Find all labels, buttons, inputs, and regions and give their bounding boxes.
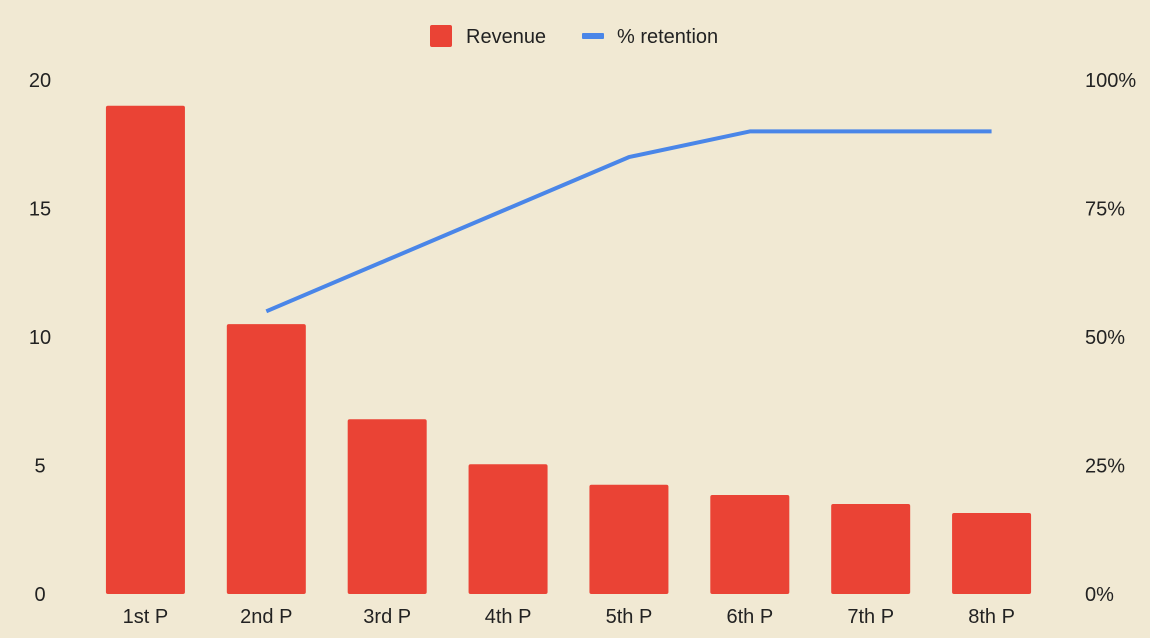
x-tick-label: 3rd P [363,606,411,628]
revenue-bar[interactable] [105,105,185,594]
legend-item-revenue[interactable]: Revenue [430,25,546,48]
left-tick-label: 5 [34,456,45,478]
x-tick-label: 4th P [485,606,532,628]
x-tick-label: 7th P [847,606,894,628]
revenue-bar[interactable] [710,495,790,594]
legend-item-retention[interactable]: % retention [582,26,718,48]
right-tick-label: 75% [1085,199,1125,221]
legend-swatch-retention [582,33,604,39]
left-tick-label: 20 [29,70,51,92]
legend: Revenue % retention [430,25,718,48]
x-tick-label: 1st P [123,606,169,628]
right-axis: 0% 25% 50% 75% 100% [1085,70,1136,606]
left-tick-label: 0 [34,584,45,606]
x-axis: 1st P 2nd P 3rd P 4th P 5th P 6th P 7th P 8th P [123,606,1015,628]
left-tick-label: 15 [29,199,51,221]
legend-label-retention: % retention [617,26,718,48]
left-axis: 0 5 10 15 20 [29,70,51,606]
x-tick-label: 6th P [726,606,773,628]
revenue-bars [105,105,1032,594]
revenue-bar[interactable] [226,324,306,594]
revenue-bar[interactable] [468,464,548,594]
right-tick-label: 25% [1085,456,1125,478]
legend-label-revenue: Revenue [466,26,546,48]
x-tick-label: 5th P [606,606,653,628]
right-tick-label: 100% [1085,70,1136,92]
x-tick-label: 2nd P [240,606,292,628]
retention-line-layer [265,129,992,314]
revenue-bar[interactable] [589,484,669,594]
left-tick-label: 10 [29,327,51,349]
right-tick-label: 50% [1085,327,1125,349]
revenue-bar[interactable] [831,504,911,594]
x-tick-label: 8th P [968,606,1015,628]
legend-swatch-revenue [430,25,452,47]
right-tick-label: 0% [1085,584,1114,606]
revenue-bar[interactable] [952,513,1032,594]
retention-line[interactable] [265,129,992,314]
revenue-bar[interactable] [347,419,427,594]
